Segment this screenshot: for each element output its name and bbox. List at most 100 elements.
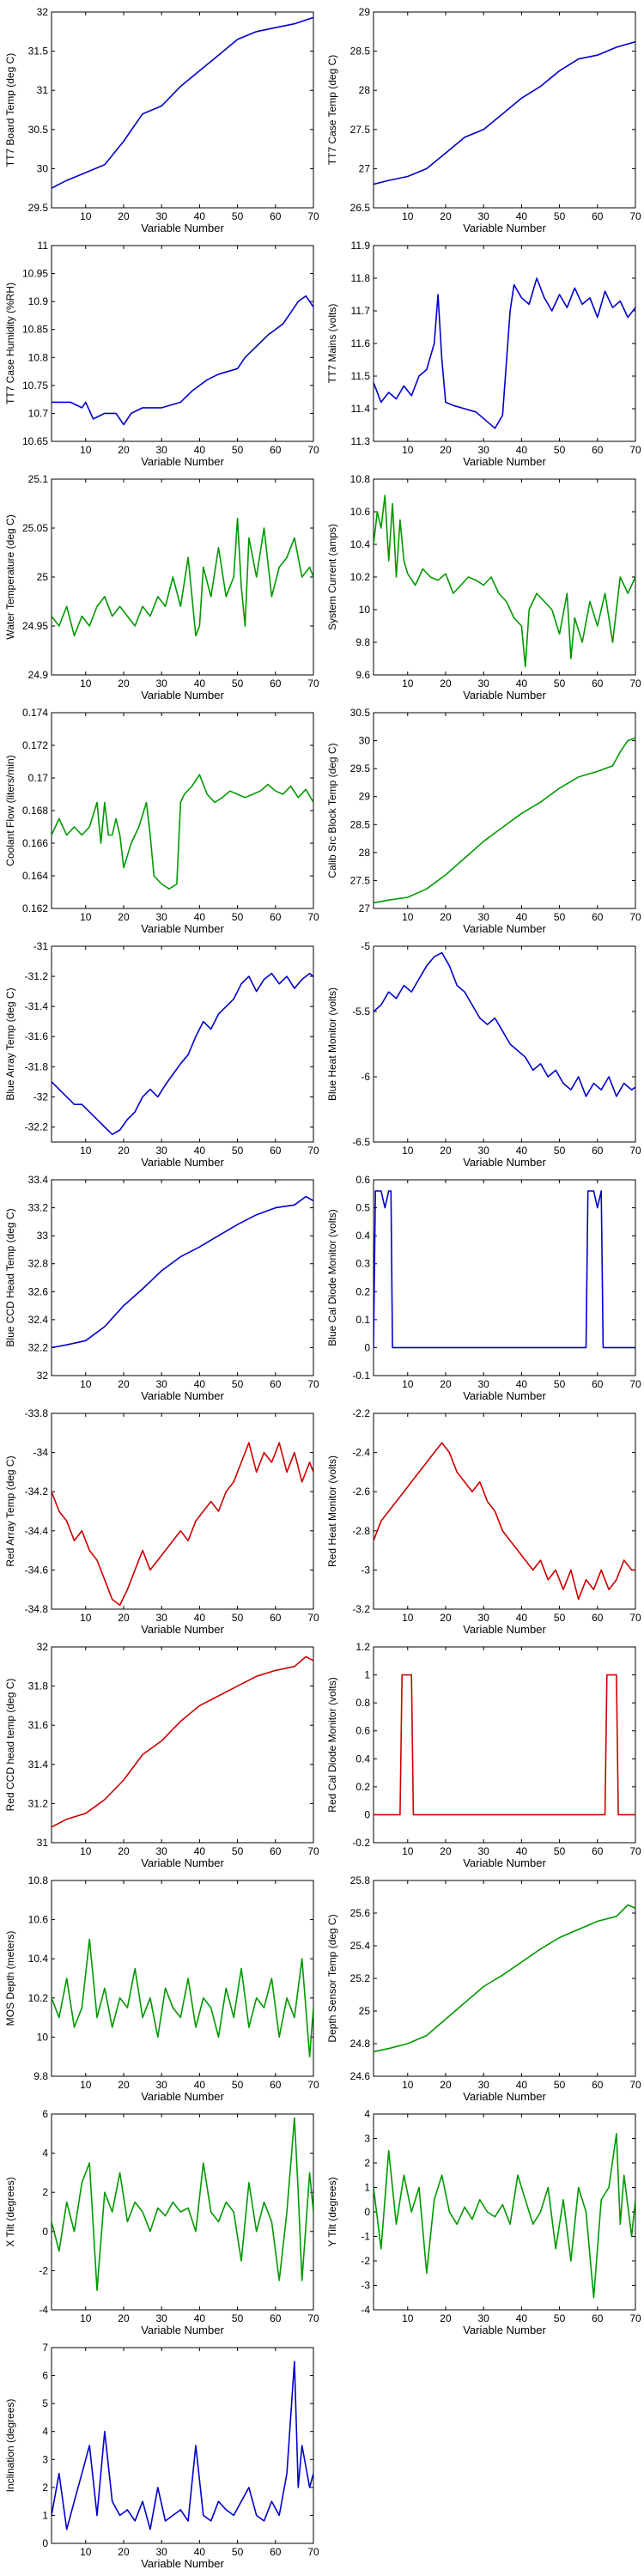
y-tick-label: 2: [364, 2157, 370, 2169]
x-tick-label: 70: [629, 1612, 641, 1624]
x-tick-label: 50: [232, 210, 244, 222]
chart-panel: 10 20 30 40 50 60 70 29.5 30 30.5 31 31.5 32 Variable…: [0, 0, 322, 234]
x-tick-label: 10: [402, 677, 414, 690]
x-tick-label: 50: [232, 2079, 244, 2091]
x-tick-label: 20: [440, 444, 452, 456]
y-tick-label: 27: [359, 902, 371, 914]
x-tick-label: 60: [592, 677, 604, 690]
y-tick-label: 28.5: [350, 46, 371, 58]
y-tick-label: 25.1: [28, 473, 49, 485]
y-tick-label: 26.5: [350, 202, 371, 214]
y-tick-label: 32.4: [28, 1314, 49, 1326]
chart-panel: 10 20 30 40 50 60 70 -32.2 -32 -31.8 -31.6 -31.4 -31…: [0, 934, 322, 1169]
x-axis-label: Variable Number: [463, 2090, 546, 2102]
x-axis-label: Variable Number: [141, 689, 224, 701]
axes-frame: [51, 478, 314, 676]
line-chart: 10 20 30 40 50 60 70 -4 -2 0 2 4 6 Variable Number X T…: [4, 2108, 319, 2336]
x-tick-label: 30: [478, 1145, 490, 1157]
x-tick-label: 60: [270, 1145, 282, 1157]
chart-panel: 10 20 30 40 50 60 70 24.6 24.8 25 25.2 25.4 25.6 25.8…: [322, 1868, 644, 2103]
x-tick-label: 30: [478, 210, 490, 222]
y-tick-label: -5: [361, 940, 370, 952]
x-tick-label: 50: [554, 444, 566, 456]
x-axis-label: Variable Number: [463, 1389, 546, 1401]
y-tick-label: 10.6: [350, 506, 371, 518]
y-tick-label: 0.164: [22, 870, 48, 882]
series-line: [52, 1938, 313, 2057]
x-tick-label: 50: [232, 1378, 244, 1390]
x-tick-label: 50: [232, 1612, 244, 1624]
y-tick-label: 31.5: [28, 46, 49, 58]
y-tick-label: 0.1: [355, 1314, 370, 1326]
x-tick-label: 50: [232, 444, 244, 456]
axes-frame: [51, 245, 314, 442]
x-tick-label: 40: [516, 210, 528, 222]
y-tick-label: -34.2: [25, 1485, 49, 1498]
x-tick-label: 10: [402, 1378, 414, 1390]
y-tick-label: 10.9: [28, 295, 49, 307]
x-tick-label: 70: [629, 1378, 641, 1390]
y-tick-label: 25: [37, 571, 49, 583]
line-chart: 10 20 30 40 50 60 70 27 27.5 28 28.5 29 29.5 30 30.5 Va…: [326, 707, 641, 935]
x-axis-label: Variable Number: [141, 2090, 224, 2102]
x-tick-label: 10: [80, 1378, 92, 1390]
y-tick-label: -2.8: [352, 1525, 370, 1537]
x-tick-label: 60: [270, 2546, 282, 2558]
axes-frame: [373, 478, 636, 676]
y-tick-label: -4: [361, 2304, 370, 2316]
y-tick-label: 10.4: [350, 538, 371, 550]
x-axis-label: Variable Number: [141, 1623, 224, 1635]
x-tick-label: 60: [270, 210, 282, 222]
x-tick-label: 70: [629, 677, 641, 690]
y-tick-label: 0.162: [22, 902, 48, 914]
x-tick-label: 30: [156, 677, 168, 690]
y-tick-label: 32.2: [28, 1341, 49, 1353]
x-tick-label: 70: [629, 1845, 641, 1857]
y-tick-label: 0.3: [355, 1258, 370, 1270]
y-axis-label: Blue CCD Head Temp (deg C): [4, 1208, 16, 1346]
x-tick-label: 10: [80, 677, 92, 690]
axes-frame: [51, 2347, 314, 2544]
y-tick-label: 33: [37, 1230, 49, 1242]
y-tick-label: 9.8: [355, 636, 370, 648]
y-tick-label: 24.95: [22, 620, 48, 632]
y-tick-label: 0.5: [355, 1202, 370, 1214]
x-tick-label: 60: [592, 210, 604, 222]
x-tick-label: 70: [307, 2312, 319, 2324]
y-tick-label: 11.7: [351, 305, 371, 317]
x-tick-label: 60: [592, 1378, 604, 1390]
series-line: [374, 2132, 635, 2299]
x-tick-label: 30: [156, 2546, 168, 2558]
line-chart: 10 20 30 40 50 60 70 -34.8 -34.6 -34.4 -34.2 -34 -33…: [4, 1407, 319, 1636]
y-tick-label: -31: [33, 940, 49, 952]
line-chart: 10 20 30 40 50 60 70 31 31.2 31.4 31.6 31.8 32 Variab…: [4, 1641, 319, 1869]
x-tick-label: 60: [592, 1612, 604, 1624]
x-tick-label: 40: [516, 1378, 528, 1390]
y-tick-label: 27: [359, 162, 371, 174]
x-tick-label: 60: [270, 1378, 282, 1390]
axes-frame: [51, 1413, 314, 1610]
x-tick-label: 40: [516, 677, 528, 690]
x-axis-label: Variable Number: [141, 1156, 224, 1168]
x-tick-label: 10: [80, 1612, 92, 1624]
axes-frame: [51, 11, 314, 209]
x-tick-label: 60: [592, 444, 604, 456]
axes-frame: [373, 1880, 636, 2077]
x-tick-label: 60: [270, 1612, 282, 1624]
x-tick-label: 40: [194, 1612, 206, 1624]
x-axis-label: Variable Number: [141, 222, 224, 234]
chart-panel: 10 20 30 40 50 60 70 11.3 11.4 11.5 11.6 11.7 11.8 11…: [322, 234, 644, 468]
x-tick-label: 20: [440, 1612, 452, 1624]
chart-panel: 10 20 30 40 50 60 70 9.6 9.8 10 10.2 10.4 10.6 10.8 Va…: [322, 467, 644, 702]
x-tick-label: 20: [440, 1845, 452, 1857]
x-tick-label: 20: [118, 1845, 130, 1857]
y-tick-label: -34.8: [25, 1603, 49, 1615]
y-axis-label: Y Tilt (degrees): [326, 2177, 338, 2246]
x-tick-label: 30: [156, 2312, 168, 2324]
x-tick-label: 10: [402, 1845, 414, 1857]
x-tick-label: 60: [270, 677, 282, 690]
y-axis-label: Inclination (degrees): [4, 2399, 16, 2493]
y-axis-label: Red Heat Monitor (volts): [326, 1455, 338, 1567]
line-chart: 10 20 30 40 50 60 70 29.5 30 30.5 31 31.5 32 Variable…: [4, 6, 319, 234]
x-tick-label: 70: [629, 444, 641, 456]
